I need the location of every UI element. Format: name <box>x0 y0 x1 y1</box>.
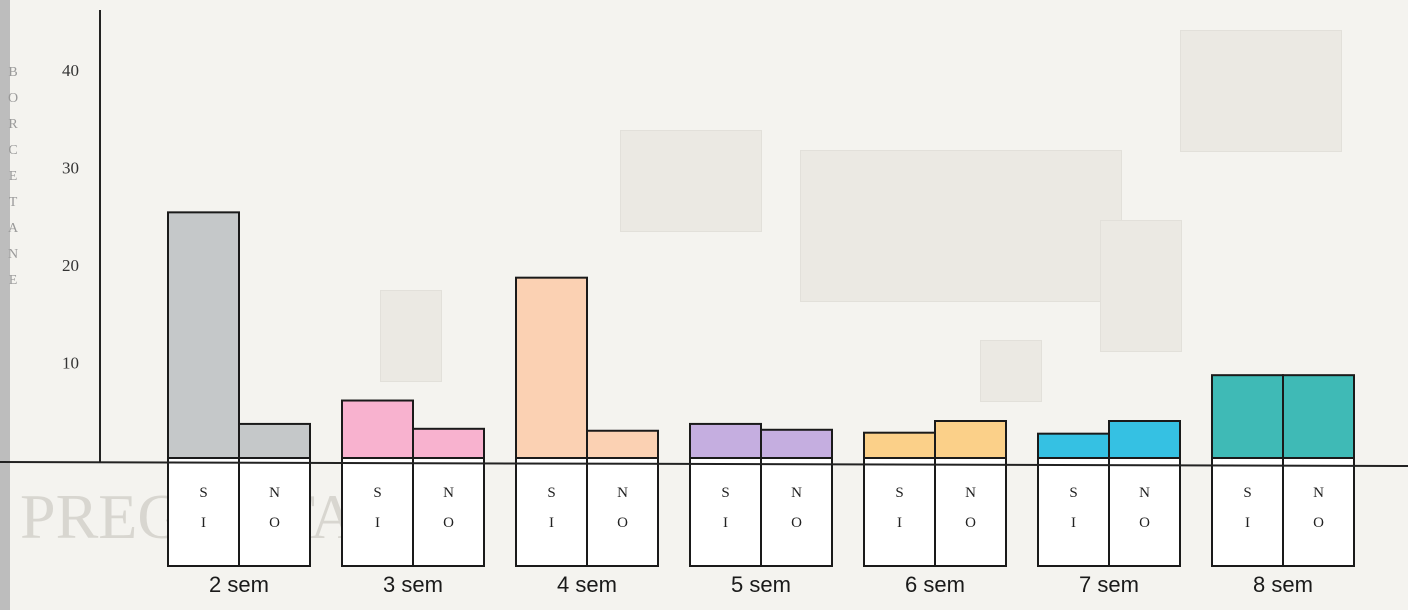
bar-label-letter: O <box>791 515 802 531</box>
category-label: 6 sem <box>905 572 965 597</box>
category-label: 8 sem <box>1253 572 1313 597</box>
bar-label-letter: O <box>269 515 280 531</box>
bar-label-letter: N <box>965 485 976 501</box>
bar-label-box <box>1282 457 1355 567</box>
bleed-shape <box>1100 220 1182 352</box>
margin-letter: E <box>8 273 18 288</box>
bar-label-letter: I <box>201 515 206 531</box>
bar-label-box <box>341 457 414 567</box>
bar-label-box <box>760 457 833 567</box>
bar-label-letter: I <box>375 515 380 531</box>
bar-no <box>760 428 833 461</box>
margin-letter: T <box>8 195 18 210</box>
bar-label-box <box>412 457 485 567</box>
bar-label-box <box>1037 457 1110 567</box>
category-label: 5 sem <box>731 572 791 597</box>
bar-label-box <box>1108 457 1181 567</box>
bar-label-box <box>238 457 311 567</box>
bar-label-letter: S <box>547 485 555 501</box>
bar-label-letter: I <box>1245 515 1250 531</box>
bleed-shape <box>980 340 1042 402</box>
bar-label-letter: I <box>897 515 902 531</box>
x-axis <box>0 461 1408 467</box>
bar-label-letter: O <box>1139 515 1150 531</box>
bar-no <box>934 420 1007 461</box>
bar-label-letter: O <box>1313 515 1324 531</box>
bar-no <box>1282 374 1355 461</box>
margin-letter: B <box>8 65 18 80</box>
margin-letter: A <box>7 221 19 236</box>
bar-label-letter: S <box>1069 485 1077 501</box>
bar-label-letter: S <box>721 485 729 501</box>
bar-label-box <box>863 457 936 567</box>
bleed-shape <box>1180 30 1342 152</box>
bar-label-letter: O <box>965 515 976 531</box>
category-label: 7 sem <box>1079 572 1139 597</box>
margin-letter: N <box>7 247 19 262</box>
bar-label-box <box>934 457 1007 567</box>
y-tick-label: 20 <box>62 256 79 275</box>
bar-label-letter: N <box>1313 485 1324 501</box>
bar-label-box <box>689 457 762 567</box>
bar-label-letter: S <box>895 485 903 501</box>
category-label: 4 sem <box>557 572 617 597</box>
bar-label-box <box>1211 457 1284 567</box>
bar-label-letter: O <box>443 515 454 531</box>
left-page-edge <box>0 0 10 610</box>
bleed-shape <box>800 150 1122 302</box>
category-label: 2 sem <box>209 572 269 597</box>
bar-label-box <box>586 457 659 567</box>
bar-si <box>1211 374 1284 461</box>
category-label: 3 sem <box>383 572 443 597</box>
bar-no <box>586 429 659 461</box>
margin-letter: O <box>7 91 19 106</box>
bar-label-box <box>515 457 588 567</box>
bleed-shape <box>620 130 762 232</box>
bar-si <box>689 422 762 461</box>
bar-label-letter: N <box>1139 485 1150 501</box>
bleed-shape <box>380 290 442 382</box>
bar-label-letter: I <box>723 515 728 531</box>
bar-label-letter: O <box>617 515 628 531</box>
bar-label-letter: N <box>269 485 280 501</box>
bar-label-letter: S <box>373 485 381 501</box>
bar-label-letter: I <box>549 515 554 531</box>
bar-no <box>412 427 485 461</box>
bar-no <box>1108 420 1181 461</box>
y-tick-label: 30 <box>62 159 79 178</box>
y-tick-label: 10 <box>62 354 79 373</box>
bar-label-letter: N <box>617 485 628 501</box>
bar-no <box>238 422 311 461</box>
bar-label-letter: N <box>791 485 802 501</box>
y-tick-label: 40 <box>62 61 79 80</box>
margin-letter: E <box>8 169 18 184</box>
bar-label-letter: S <box>1243 485 1251 501</box>
margin-letter: R <box>8 117 18 132</box>
bar-si <box>515 276 588 461</box>
margin-letter: C <box>8 143 18 158</box>
bar-label-box <box>167 457 240 567</box>
bar-si <box>341 399 414 461</box>
bar-si <box>167 211 240 461</box>
bar-label-letter: N <box>443 485 454 501</box>
bar-label-letter: I <box>1071 515 1076 531</box>
bar-si <box>863 431 936 462</box>
bar-label-letter: S <box>199 485 207 501</box>
bar-si <box>1037 432 1110 461</box>
